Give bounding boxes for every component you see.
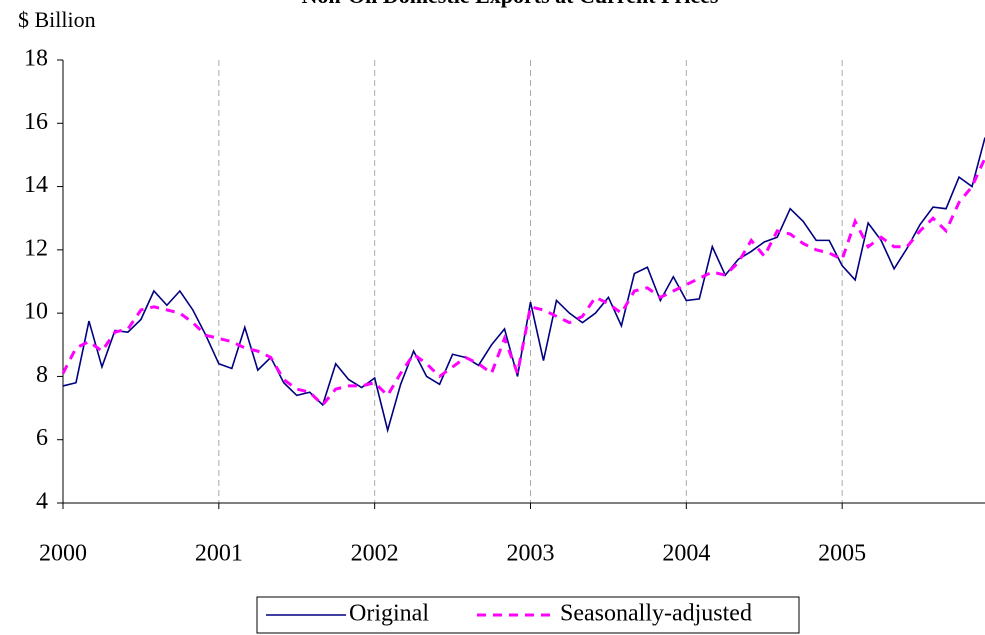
y-tick-label: 16 — [24, 109, 48, 135]
x-tick-label: 2000 — [39, 541, 87, 567]
y-axis-label: $ Billion — [18, 7, 96, 32]
x-tick-label: 2005 — [818, 541, 866, 567]
y-tick-label: 8 — [36, 362, 48, 388]
chart-title: Non-Oil Domestic Exports at Current Pric… — [302, 0, 719, 8]
y-tick-label: 4 — [36, 489, 48, 515]
x-tick-label: 2003 — [506, 541, 554, 567]
x-tick-label: 2002 — [351, 541, 399, 567]
series-line — [62, 137, 985, 434]
legend-label: Original — [349, 601, 429, 627]
x-tick-label: 2004 — [662, 541, 710, 567]
series-line — [61, 157, 985, 408]
legend-label: Seasonally-adjusted — [560, 601, 752, 627]
y-tick-label: 6 — [36, 425, 48, 451]
y-tick-label: 18 — [24, 46, 48, 72]
x-tick-label: 2001 — [195, 541, 243, 567]
y-tick-label: 14 — [24, 172, 48, 198]
y-tick-label: 12 — [24, 235, 48, 261]
y-tick-label: 10 — [24, 299, 48, 325]
